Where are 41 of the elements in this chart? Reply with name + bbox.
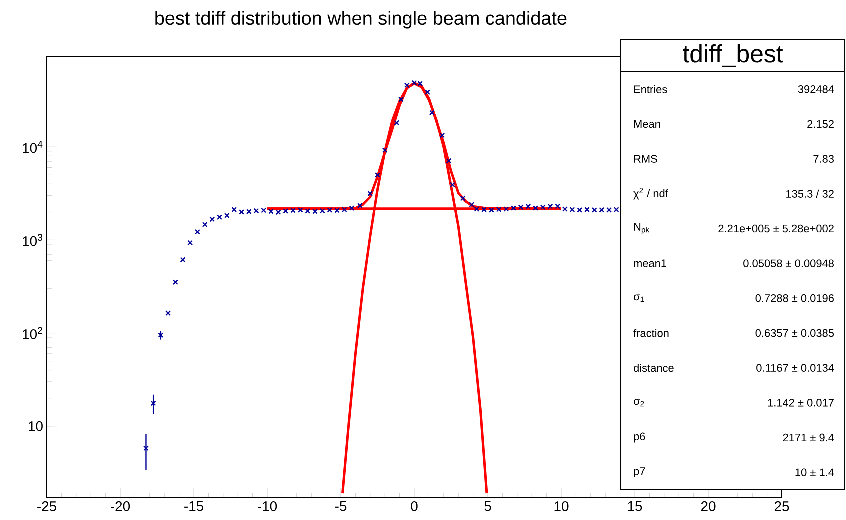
- text: 2171 ± 9.4: [783, 434, 834, 442]
- annotation: N$_{pk}$: [634, 223, 650, 234]
- annotation: 0.05058 ± 0.00948: [744, 260, 834, 268]
- annotation: 2.21e+005 ± 5.28e+002: [718, 224, 834, 233]
- x-tick-label: -25: [38, 502, 56, 512]
- y-tick-label: 10$^{4}$: [23, 141, 43, 154]
- x-tick-label: 10: [554, 502, 569, 512]
- text: 135.3 / 32: [786, 190, 834, 198]
- annotation: 1.142 ± 0.017: [768, 399, 834, 407]
- x-tick-label: -10: [258, 502, 278, 512]
- x-tick-label: 0: [411, 502, 418, 512]
- annotation: Entries: [634, 85, 668, 94]
- annotation: 0.6357 ± 0.0385: [756, 329, 834, 338]
- annotation: Mean: [634, 120, 660, 128]
- text: 392484: [798, 86, 834, 94]
- text: 10 ± 1.4: [796, 468, 834, 476]
- text: 2.152: [808, 120, 834, 128]
- y-tick-label: 10: [29, 421, 43, 432]
- annotation: 0.1167 ± 0.0134: [756, 364, 834, 372]
- x-tick-label: 15: [628, 502, 642, 512]
- x-tick-label: 25: [774, 502, 790, 512]
- x-tick-label: -20: [111, 502, 130, 512]
- annotation: tdiff_best: [683, 44, 784, 68]
- annotation: 0.7288 ± 0.0196: [756, 294, 834, 302]
- annotation: σ$_{2}$: [634, 399, 644, 407]
- text: 7.83: [814, 155, 834, 163]
- annotation: fraction: [634, 329, 669, 338]
- annotation: distance: [634, 364, 674, 372]
- annotation: mean1: [634, 260, 666, 268]
- annotation: χ$^{2}$ / ndf: [634, 188, 668, 200]
- y-tick-label: 10$^{2}$: [23, 327, 42, 340]
- x-tick-label: 5: [484, 502, 492, 512]
- chart-title: best tdiff distribution when single beam candidate: [156, 11, 567, 29]
- x-tick-label: -5: [335, 502, 347, 512]
- y-tick-label: 10$^{3}$: [23, 234, 43, 246]
- annotation: p7: [634, 468, 646, 478]
- x-tick-label: 20: [701, 502, 716, 512]
- annotation: σ$_{1}$: [634, 294, 644, 302]
- annotation: p6: [634, 432, 646, 443]
- x-tick-label: -15: [184, 502, 204, 512]
- annotation: RMS: [634, 155, 658, 163]
